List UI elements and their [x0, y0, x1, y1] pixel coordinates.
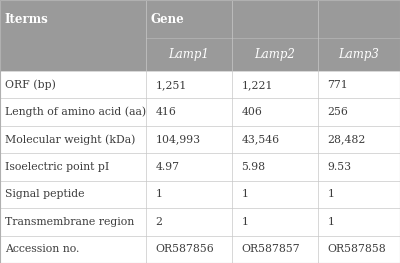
- Text: 256: 256: [328, 107, 348, 117]
- Text: Transmembrane region: Transmembrane region: [5, 217, 134, 227]
- Text: Lamp1: Lamp1: [168, 48, 210, 61]
- Text: 416: 416: [156, 107, 176, 117]
- Text: 43,546: 43,546: [242, 135, 280, 145]
- Text: 104,993: 104,993: [156, 135, 201, 145]
- Text: OR587857: OR587857: [242, 244, 300, 254]
- Bar: [0, 0, 400, 71]
- Text: 1,251: 1,251: [156, 80, 187, 90]
- Text: Signal peptide: Signal peptide: [5, 189, 84, 199]
- Text: Accession no.: Accession no.: [5, 244, 79, 254]
- Text: 1: 1: [242, 217, 249, 227]
- Text: 5.98: 5.98: [242, 162, 266, 172]
- Text: Lamp3: Lamp3: [338, 48, 380, 61]
- Bar: [0, 71, 400, 263]
- Text: Isoelectric point pI: Isoelectric point pI: [5, 162, 109, 172]
- Text: OR587856: OR587856: [156, 244, 214, 254]
- Text: 1: 1: [156, 189, 162, 199]
- Text: Molecular weight (kDa): Molecular weight (kDa): [5, 134, 135, 145]
- Text: 1: 1: [328, 189, 334, 199]
- Text: 28,482: 28,482: [328, 135, 366, 145]
- Text: 1: 1: [328, 217, 334, 227]
- Text: OR587858: OR587858: [328, 244, 386, 254]
- Text: ORF (bp): ORF (bp): [5, 79, 56, 90]
- Text: Iterms: Iterms: [5, 13, 48, 26]
- Text: Gene: Gene: [151, 13, 184, 26]
- Text: 4.97: 4.97: [156, 162, 180, 172]
- Text: 1: 1: [242, 189, 249, 199]
- Text: 771: 771: [328, 80, 348, 90]
- Text: Lamp2: Lamp2: [254, 48, 296, 61]
- Text: 2: 2: [156, 217, 162, 227]
- Text: 1,221: 1,221: [242, 80, 273, 90]
- Text: 9.53: 9.53: [328, 162, 352, 172]
- Text: 406: 406: [242, 107, 262, 117]
- Text: Length of amino acid (aa): Length of amino acid (aa): [5, 107, 146, 118]
